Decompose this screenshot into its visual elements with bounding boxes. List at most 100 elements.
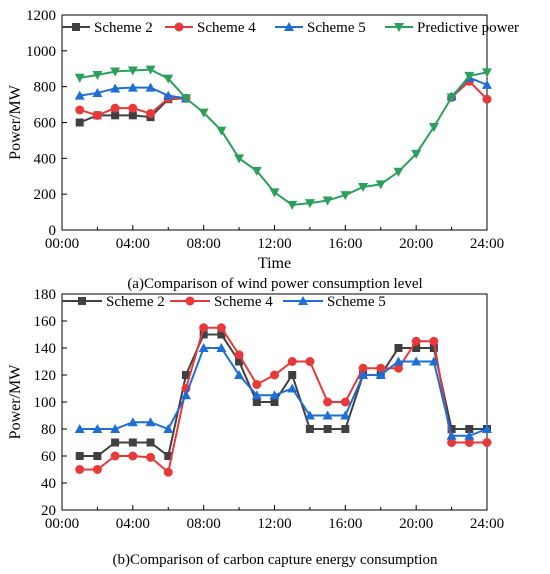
data-point (428, 356, 439, 366)
series-scheme-5 (74, 343, 492, 440)
data-point (146, 109, 156, 119)
data-point (110, 67, 121, 77)
data-point (217, 330, 226, 339)
data-point (110, 103, 120, 113)
data-point (145, 82, 156, 92)
data-point (464, 438, 474, 447)
data-point (145, 417, 156, 427)
chart-caption: (b)Comparison of carbon capture energy c… (112, 552, 438, 568)
data-point (199, 330, 208, 339)
data-point (465, 425, 474, 433)
series-scheme-4 (75, 76, 492, 120)
data-point (146, 452, 156, 462)
legend-marker (394, 23, 404, 32)
data-point (127, 82, 138, 92)
data-point (234, 350, 244, 360)
data-point (269, 188, 280, 198)
data-point (358, 183, 369, 192)
x-tick-label: 08:00 (187, 516, 221, 532)
x-tick-label: 00:00 (45, 236, 79, 252)
legend-marker (185, 296, 195, 306)
data-point (75, 465, 85, 474)
legend-label: Scheme 5 (307, 20, 366, 36)
data-point (74, 73, 85, 83)
data-point (464, 71, 475, 81)
x-tick-label: 04:00 (116, 236, 150, 252)
legend-label: Scheme 5 (327, 294, 386, 310)
series-scheme-5 (74, 72, 492, 103)
chart-carbon-capture: 20 40 60 80 100 120 140 160 180 00:00 04:00 08:00 12… (7, 287, 504, 568)
data-point (110, 83, 121, 93)
data-point (127, 417, 138, 427)
legend-item: Scheme 2 (62, 20, 153, 36)
data-point (75, 118, 84, 127)
data-point (358, 370, 369, 379)
data-point (375, 370, 386, 379)
x-tick-label: 20:00 (399, 516, 433, 532)
data-point (163, 467, 173, 477)
data-point (199, 323, 209, 333)
data-point (164, 452, 173, 460)
data-point (270, 398, 279, 406)
legend-item: Scheme 2 (62, 294, 165, 310)
data-point (92, 87, 103, 97)
data-point (251, 390, 262, 400)
data-point (75, 452, 84, 460)
series-predictive-power (74, 65, 492, 210)
data-point (358, 363, 368, 373)
data-point (304, 199, 315, 209)
x-tick-label: 00:00 (45, 516, 79, 532)
data-point (128, 438, 137, 447)
legend-marker (298, 296, 308, 305)
y-axis-label: Power/MW (7, 364, 24, 440)
y-tick-label: 800 (34, 80, 57, 96)
plot-frame (61, 14, 488, 231)
x-tick-label: 12:00 (257, 236, 291, 252)
legend-item: Scheme 4 (165, 20, 256, 36)
legend-item: Scheme 5 (283, 294, 386, 310)
y-tick-label: 1000 (26, 44, 56, 60)
data-point (429, 344, 438, 352)
data-point (340, 410, 351, 420)
series-scheme-2 (75, 330, 491, 460)
data-point (323, 397, 333, 407)
x-tick-label: 24:00 (470, 516, 504, 532)
data-point (252, 379, 262, 389)
y-tick-label: 140 (34, 341, 57, 357)
y-tick-label: 40 (41, 476, 56, 492)
data-point (394, 344, 403, 352)
data-point (252, 398, 261, 406)
data-point (482, 68, 492, 78)
chart-wind-power: 0 200 400 600 800 1000 1200 00:00 04:00 08:00 12:0… (7, 8, 519, 292)
series-line (79, 347, 488, 437)
data-point (412, 344, 421, 352)
legend-label: Predictive power (417, 20, 519, 36)
x-tick-label: 16:00 (328, 236, 362, 252)
y-tick-label: 160 (34, 314, 57, 330)
data-point (464, 430, 475, 440)
series-scheme-4 (75, 323, 492, 477)
data-point (180, 390, 191, 400)
x-axis-label: Time (258, 255, 291, 272)
data-point (393, 363, 403, 373)
data-point (180, 94, 191, 104)
y-axis-label: Power/MW (7, 84, 24, 160)
y-tick-label: 0 (49, 223, 57, 239)
legend-label: Scheme 2 (106, 294, 165, 310)
x-tick-label: 08:00 (187, 236, 221, 252)
y-tick-label: 200 (34, 187, 57, 203)
legend-marker (72, 23, 80, 31)
data-point (482, 79, 492, 89)
data-point (482, 438, 492, 447)
data-point (198, 343, 209, 352)
legend-item: Predictive power (385, 20, 519, 36)
y-tick-label: 1200 (26, 8, 56, 24)
data-point (429, 336, 439, 346)
legend-item: Scheme 4 (170, 294, 273, 310)
legend-marker (78, 297, 86, 305)
data-point (181, 371, 190, 379)
data-point (287, 200, 298, 210)
data-point (341, 425, 350, 433)
data-point (305, 357, 315, 366)
series-line (79, 326, 487, 475)
